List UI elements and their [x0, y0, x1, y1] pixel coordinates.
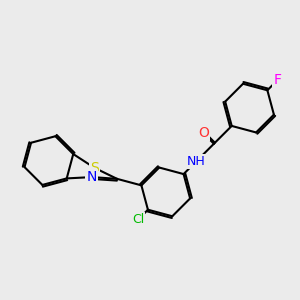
Text: N: N: [87, 170, 97, 184]
Text: O: O: [198, 126, 208, 140]
Text: S: S: [90, 161, 98, 174]
Text: N: N: [87, 171, 97, 184]
Text: S: S: [90, 161, 99, 175]
Text: Cl: Cl: [132, 213, 144, 226]
Text: F: F: [273, 74, 281, 88]
Text: NH: NH: [187, 155, 206, 168]
